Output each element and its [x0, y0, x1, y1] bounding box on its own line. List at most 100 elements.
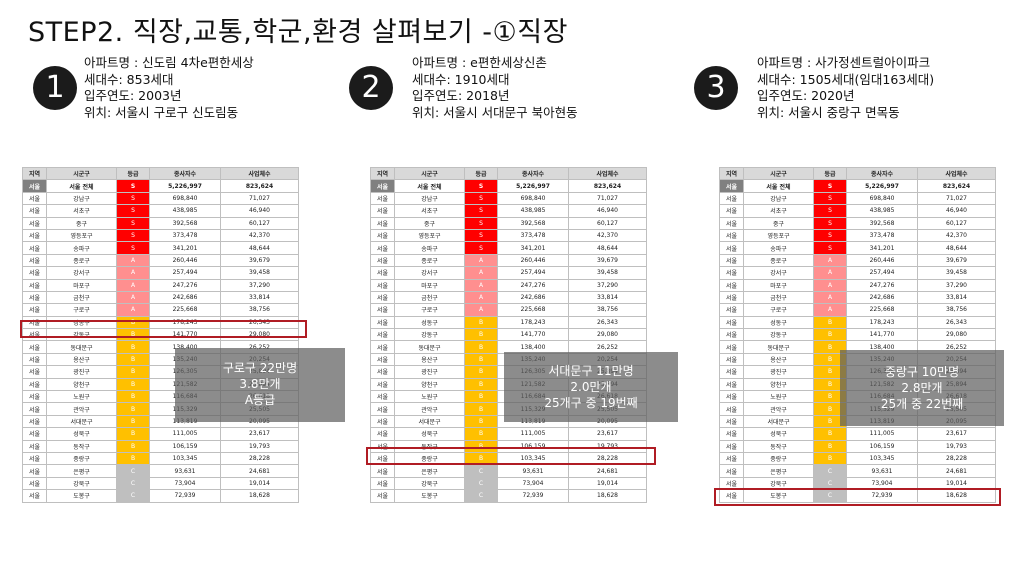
grade-cell: A: [116, 303, 150, 317]
grade-cell: B: [813, 427, 847, 441]
grade-cell: B: [464, 451, 498, 466]
region-cell: 서울: [22, 216, 47, 230]
grade-cell: B: [464, 315, 498, 330]
employees-cell: 111,005: [497, 427, 569, 441]
grade-cell: B: [116, 402, 150, 416]
table-row: 서울 강남구 S 698,840 71,027: [22, 191, 299, 206]
region-cell: 서울: [719, 315, 744, 330]
district-cell: 노원구: [46, 390, 117, 404]
employees-cell: 698,840: [846, 191, 918, 206]
region-cell: 서울: [22, 278, 47, 292]
region-cell: 서울: [370, 303, 395, 317]
employees-cell: 141,770: [497, 328, 569, 342]
businesses-cell: 33,814: [917, 290, 996, 305]
column-header: 사업체수: [220, 166, 299, 181]
step-number-badge: 1: [33, 66, 77, 110]
employees-cell: 247,276: [497, 278, 569, 292]
businesses-cell: 24,681: [568, 464, 647, 478]
stats-overlay: 중랑구 10만명 2.8만개 25개 중 22번째: [840, 350, 1004, 426]
district-cell: 도봉구: [394, 489, 465, 503]
region-cell: 서울: [719, 328, 744, 342]
district-cell: 성북구: [743, 427, 814, 441]
grade-cell: B: [464, 377, 498, 392]
region-cell: 서울: [370, 402, 395, 416]
district-cell: 중랑구: [743, 451, 814, 466]
region-cell: 서울: [22, 340, 47, 354]
businesses-cell: 19,793: [220, 439, 299, 454]
region-cell: 서울: [22, 439, 47, 454]
table-row: 서울 성동구 B 178,243 26,343: [370, 315, 647, 330]
businesses-cell: 24,681: [220, 464, 299, 478]
column-header: 시군구: [743, 166, 814, 181]
table-row: 서울 금천구 A 242,686 33,814: [370, 290, 647, 305]
businesses-cell: 39,458: [568, 266, 647, 280]
district-cell: 강서구: [743, 266, 814, 280]
region-cell: 서울: [370, 278, 395, 292]
district-cell: 용산구: [394, 352, 465, 367]
businesses-cell: 37,290: [220, 278, 299, 292]
businesses-cell: 19,014: [568, 476, 647, 491]
district-cell: 강북구: [394, 476, 465, 491]
region-cell: 서울: [719, 191, 744, 206]
businesses-cell: 28,228: [220, 451, 299, 466]
businesses-cell: 37,290: [917, 278, 996, 292]
grade-cell: C: [464, 489, 498, 503]
district-cell: 동대문구: [394, 340, 465, 354]
region-cell: 서울: [370, 179, 395, 193]
grade-cell: C: [116, 464, 150, 478]
region-cell: 서울: [22, 241, 47, 255]
grade-cell: C: [813, 489, 847, 503]
grade-cell: B: [464, 402, 498, 416]
region-cell: 서울: [719, 427, 744, 441]
table-row: 서울 종로구 A 260,446 39,679: [719, 253, 996, 268]
district-cell: 서초구: [743, 204, 814, 218]
businesses-cell: 39,679: [568, 253, 647, 268]
region-cell: 서울: [719, 402, 744, 416]
table-row: 서울 서울 전체 S 5,226,997 823,624: [22, 179, 299, 193]
region-cell: 서울: [370, 476, 395, 491]
overlay-line: 서대문구 11만명: [548, 364, 634, 378]
grade-cell: B: [813, 328, 847, 342]
grade-cell: B: [464, 390, 498, 404]
district-cell: 중구: [46, 216, 117, 230]
employees-cell: 111,005: [846, 427, 918, 441]
table-header-row: 지역 시군구 등급 종사자수 사업체수: [370, 166, 647, 181]
businesses-cell: 19,793: [917, 439, 996, 454]
region-cell: 서울: [719, 278, 744, 292]
grade-cell: S: [464, 204, 498, 218]
overlay-line: 2.0만개: [570, 380, 612, 394]
region-cell: 서울: [22, 352, 47, 367]
businesses-cell: 60,127: [220, 216, 299, 230]
district-cell: 양천구: [394, 377, 465, 392]
table-row: 서울 서초구 S 438,985 46,940: [22, 204, 299, 218]
grade-cell: B: [464, 340, 498, 354]
employees-cell: 93,631: [149, 464, 221, 478]
region-cell: 서울: [370, 228, 395, 243]
stats-overlay: 서대문구 11만명 2.0만개 25개구 중 19번째: [504, 352, 678, 422]
district-cell: 마포구: [743, 278, 814, 292]
grade-cell: B: [116, 340, 150, 354]
district-cell: 관악구: [394, 402, 465, 416]
region-cell: 서울: [370, 414, 395, 429]
grade-cell: A: [813, 278, 847, 292]
district-cell: 강남구: [743, 191, 814, 206]
grade-cell: A: [813, 253, 847, 268]
district-cell: 송파구: [46, 241, 117, 255]
table-row: 서울 금천구 A 242,686 33,814: [719, 290, 996, 305]
grade-cell: B: [464, 365, 498, 379]
region-cell: 서울: [22, 464, 47, 478]
table-row: 서울 서초구 S 438,985 46,940: [370, 204, 647, 218]
household-count: 세대수: 1910세대: [412, 71, 510, 87]
grade-cell: B: [464, 427, 498, 441]
table-row: 서울 강서구 A 257,494 39,458: [719, 266, 996, 280]
employees-cell: 73,904: [497, 476, 569, 491]
grade-cell: B: [813, 451, 847, 466]
region-cell: 서울: [22, 402, 47, 416]
employees-cell: 242,686: [846, 290, 918, 305]
table-row: 서울 강북구 C 73,904 19,014: [370, 476, 647, 491]
businesses-cell: 60,127: [917, 216, 996, 230]
region-cell: 서울: [22, 414, 47, 429]
region-cell: 서울: [22, 303, 47, 317]
region-cell: 서울: [370, 377, 395, 392]
district-cell: 도봉구: [46, 489, 117, 503]
